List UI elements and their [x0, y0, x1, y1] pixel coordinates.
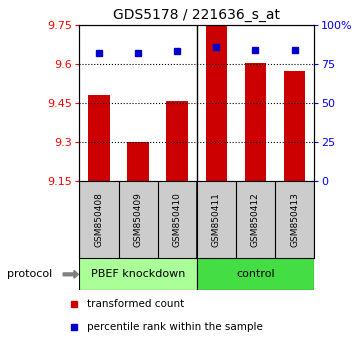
Text: protocol: protocol — [7, 269, 52, 279]
Text: PBEF knockdown: PBEF knockdown — [91, 269, 185, 279]
Bar — [127, 142, 149, 181]
Bar — [79, 258, 197, 290]
Text: GSM850408: GSM850408 — [95, 192, 104, 247]
Bar — [205, 25, 227, 181]
Text: GSM850411: GSM850411 — [212, 192, 221, 247]
Bar — [245, 63, 266, 181]
Text: GSM850410: GSM850410 — [173, 192, 182, 247]
Bar — [197, 258, 314, 290]
Text: GSM850412: GSM850412 — [251, 192, 260, 247]
Text: control: control — [236, 269, 275, 279]
Bar — [166, 101, 188, 181]
Text: GSM850413: GSM850413 — [290, 192, 299, 247]
Bar — [284, 71, 305, 181]
Text: transformed count: transformed count — [87, 298, 184, 309]
Title: GDS5178 / 221636_s_at: GDS5178 / 221636_s_at — [113, 8, 280, 22]
Bar — [88, 95, 110, 181]
Text: percentile rank within the sample: percentile rank within the sample — [87, 321, 262, 332]
Text: GSM850409: GSM850409 — [134, 192, 143, 247]
